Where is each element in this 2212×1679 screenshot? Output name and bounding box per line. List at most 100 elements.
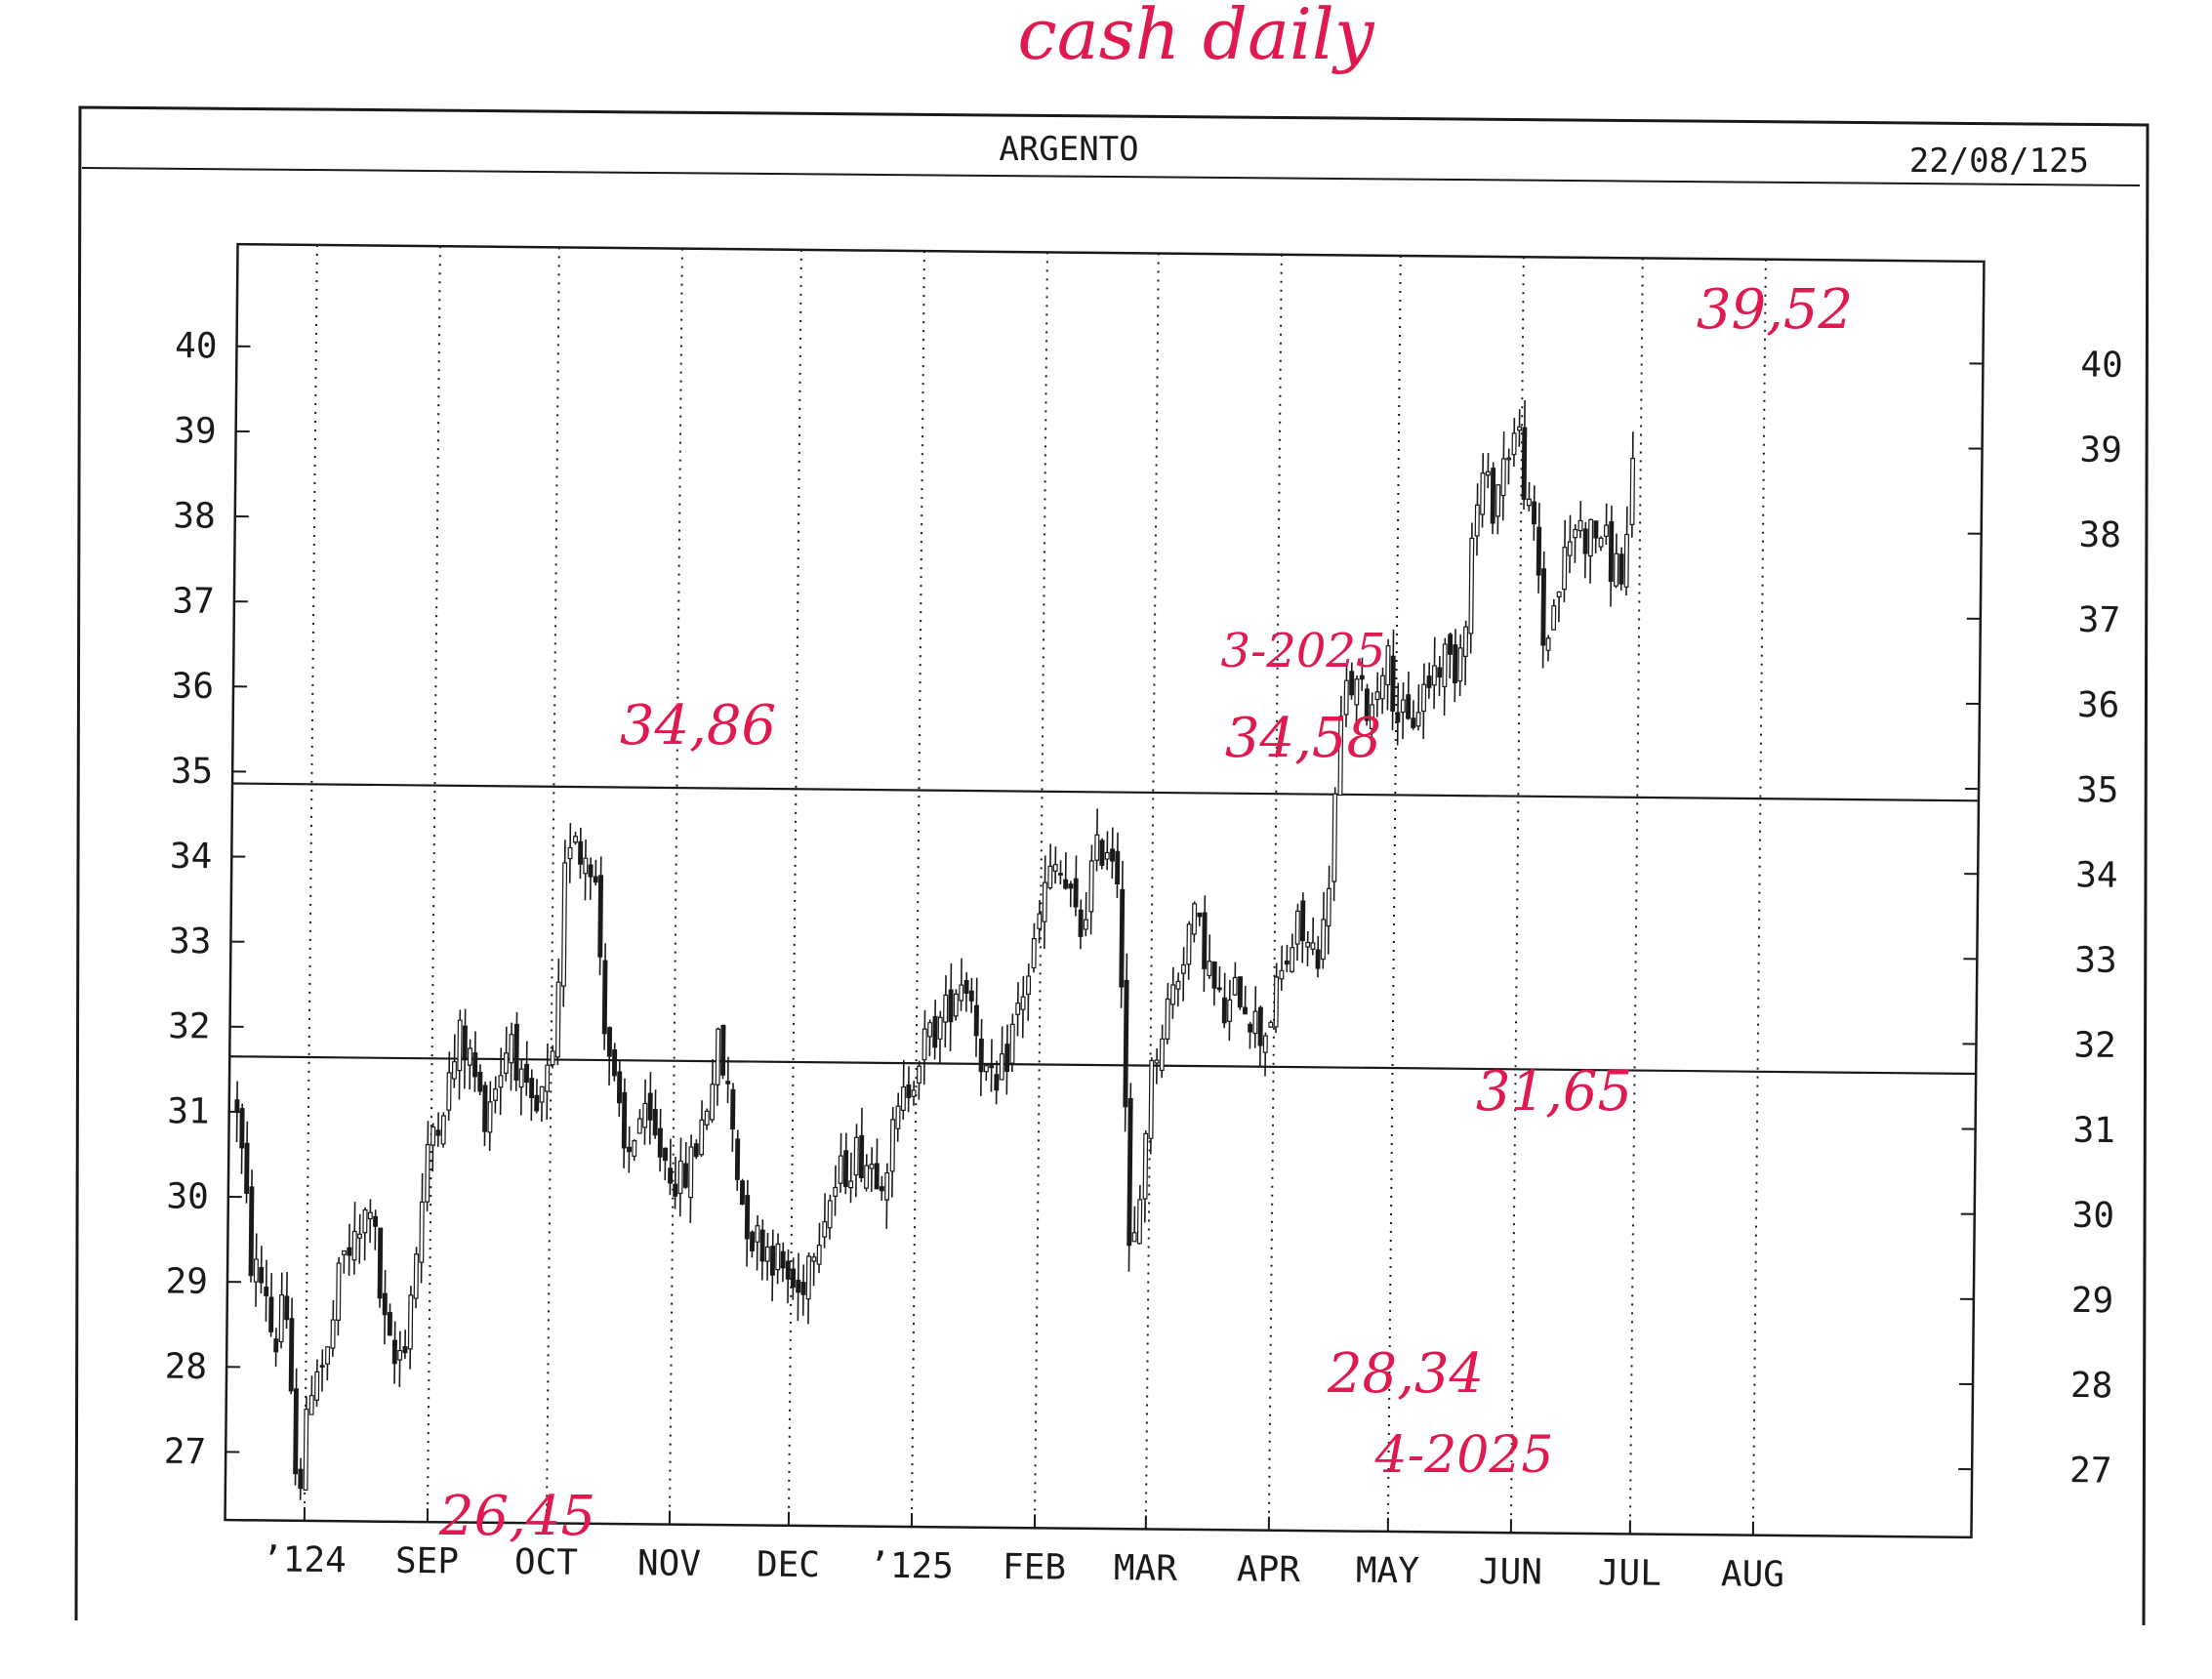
candle-body — [1598, 537, 1604, 548]
candle-body — [487, 1101, 493, 1133]
candle-body — [342, 1249, 347, 1255]
candle-body — [1623, 533, 1630, 588]
candle-body — [357, 1233, 363, 1239]
candle-body — [1315, 949, 1321, 969]
candle-body — [895, 1105, 901, 1129]
candle-body — [1142, 1132, 1149, 1200]
candle-body — [293, 1388, 299, 1475]
candle-body — [1551, 605, 1557, 631]
y-tick-label-right: 40 — [2080, 345, 2123, 385]
handwritten-title: cash daily — [1017, 0, 1375, 75]
candle-body — [1015, 1003, 1021, 1015]
candle-body — [387, 1312, 392, 1336]
candle-body — [347, 1247, 352, 1256]
candle-body — [963, 979, 969, 994]
candle-body — [1354, 678, 1360, 706]
candle-body — [1603, 524, 1609, 537]
candle-body — [278, 1293, 285, 1343]
y-tick-label-left: 29 — [165, 1261, 208, 1301]
candle-body — [397, 1349, 403, 1361]
candle-body — [673, 1183, 678, 1197]
month-gridline — [1509, 257, 1525, 1534]
y-tick-label-left: 37 — [172, 581, 215, 621]
candle-body — [298, 1468, 304, 1490]
y-tick-label-left: 34 — [170, 837, 213, 877]
candle-body — [253, 1258, 259, 1283]
candle-body — [1400, 699, 1406, 714]
candle-body — [1073, 878, 1079, 908]
candle-body — [1385, 645, 1391, 686]
candle-body — [1148, 1059, 1155, 1139]
candle-body — [1294, 910, 1300, 945]
candle-body — [816, 1245, 822, 1265]
candle-body — [884, 1171, 890, 1201]
candle-body — [1057, 873, 1063, 876]
candle-body — [567, 846, 573, 860]
candle-body — [1227, 999, 1233, 1022]
candle-body — [1009, 1023, 1015, 1064]
candle-body — [922, 1028, 927, 1061]
page-frame — [74, 105, 2150, 1626]
candle-body — [1154, 1059, 1160, 1064]
candle-body — [1629, 458, 1636, 525]
candle-body — [1485, 471, 1491, 476]
candle-body — [838, 1155, 843, 1184]
candle-body — [1202, 912, 1208, 969]
candle-body — [900, 1085, 907, 1112]
candle-body — [1593, 520, 1599, 539]
candle-body — [725, 1081, 731, 1085]
candle-body — [657, 1127, 663, 1158]
y-tick-label-left: 30 — [166, 1176, 209, 1216]
y-tick-label-right: 30 — [2072, 1196, 2115, 1236]
candle-body — [1517, 426, 1523, 431]
candle-body — [493, 1088, 499, 1101]
candle-body — [1232, 976, 1238, 996]
candle-body — [314, 1371, 320, 1401]
candle-body — [1337, 716, 1344, 797]
candle-body — [688, 1146, 694, 1199]
candle-body — [1442, 643, 1448, 688]
y-tick-label-left: 28 — [165, 1347, 208, 1387]
candle-body — [1614, 553, 1619, 587]
candle-body — [1165, 998, 1170, 1040]
candle-body — [367, 1211, 373, 1220]
candle-wick — [849, 1152, 852, 1204]
candle-body — [1063, 879, 1069, 889]
candle-body — [800, 1282, 806, 1295]
candle-body — [1490, 468, 1496, 524]
candle-body — [842, 1150, 849, 1187]
month-gridline — [1751, 259, 1767, 1536]
level-line — [232, 782, 1979, 802]
candle-body — [560, 862, 568, 987]
candle-body — [467, 1047, 473, 1066]
candle-body — [1608, 520, 1615, 583]
candle-body — [755, 1225, 760, 1243]
candle-body — [636, 1118, 642, 1134]
y-axis-right: 27 28 29 30 31 32 33 34 35 36 37 38 39 40 — [1958, 345, 2123, 1492]
candle-body — [1207, 961, 1212, 977]
candle-body — [1531, 501, 1537, 525]
x-tick-label: ’124 — [262, 1539, 347, 1580]
candle-body — [906, 1084, 912, 1098]
x-tick-label: AUG — [1721, 1554, 1784, 1595]
candle-body — [652, 1109, 658, 1136]
candle-body — [734, 1138, 741, 1180]
candle-body — [1068, 883, 1074, 889]
candle-body — [1331, 793, 1338, 882]
candle-body — [1567, 541, 1573, 556]
candle-body — [1180, 963, 1186, 974]
y-tick-label-left: 32 — [168, 1006, 211, 1046]
candle-body — [554, 981, 561, 1058]
annotation-support: 31,65 — [1476, 1060, 1632, 1124]
candle-body — [435, 1129, 441, 1136]
candle-body — [864, 1165, 870, 1189]
x-tick-label: FEB — [1003, 1547, 1066, 1588]
candle-body — [978, 1038, 984, 1073]
candle-body — [1545, 637, 1551, 651]
candle-wick — [453, 1034, 456, 1088]
candle-body — [288, 1318, 295, 1392]
month-gridline — [1144, 253, 1160, 1530]
candle-body — [248, 1186, 255, 1277]
candle-body — [1562, 547, 1568, 591]
y-tick-label-right: 34 — [2075, 855, 2118, 895]
